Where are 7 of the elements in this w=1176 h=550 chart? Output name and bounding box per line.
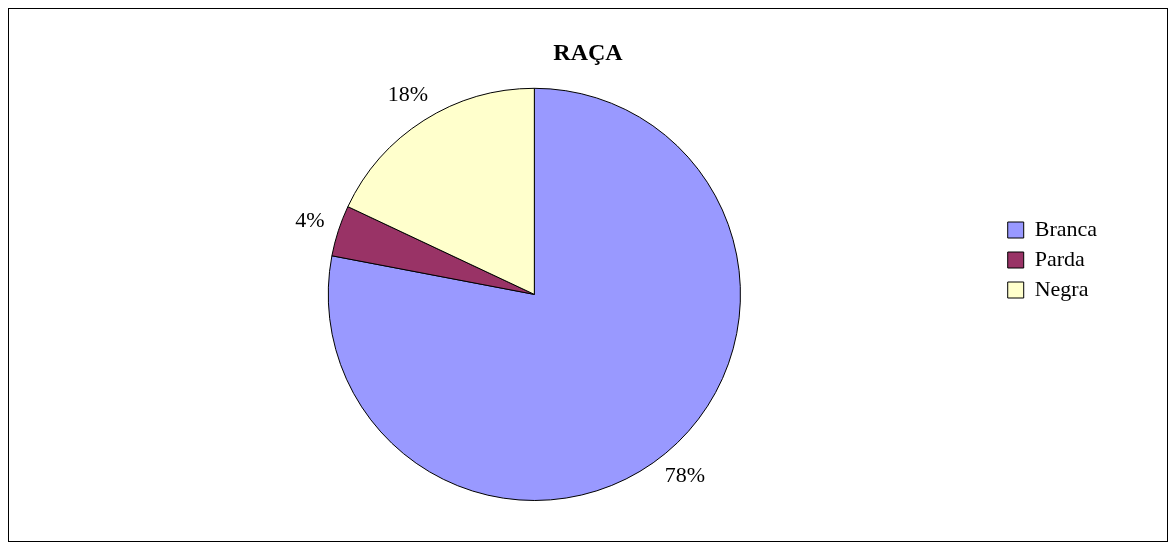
legend-label: Negra <box>1034 275 1089 301</box>
data-label: 78% <box>664 462 706 488</box>
legend-label: Branca <box>1034 215 1098 241</box>
chart-title: RAÇA <box>553 38 624 65</box>
legend-label: Parda <box>1034 245 1086 271</box>
data-label: 18% <box>387 80 429 106</box>
data-label: 4% <box>295 207 325 233</box>
